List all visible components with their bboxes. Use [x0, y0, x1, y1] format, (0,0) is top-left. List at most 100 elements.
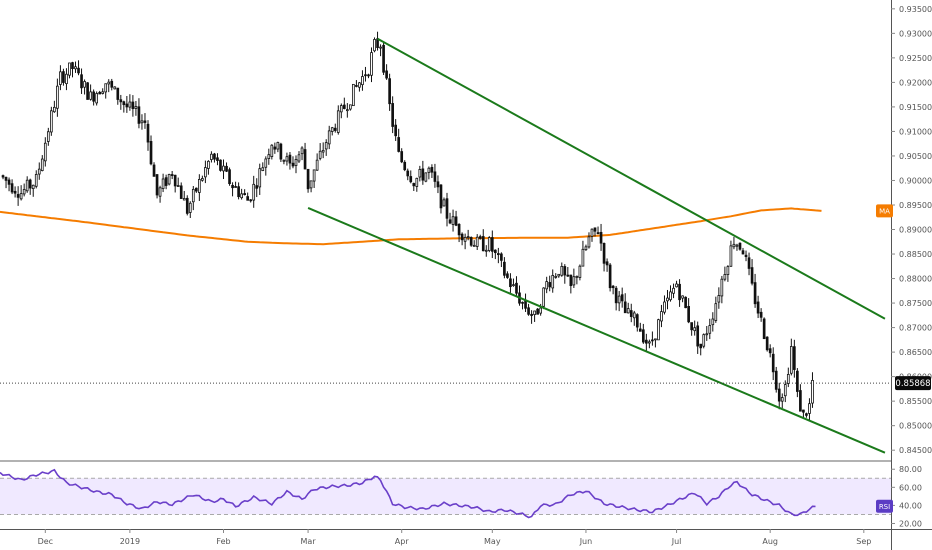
candle[interactable]: [140, 114, 144, 130]
candle[interactable]: [811, 372, 814, 408]
candle[interactable]: [720, 275, 724, 304]
candle[interactable]: [185, 195, 189, 216]
candle[interactable]: [403, 160, 407, 172]
candle[interactable]: [86, 82, 89, 100]
candle[interactable]: [460, 232, 464, 246]
candle[interactable]: [4, 176, 8, 189]
candle[interactable]: [46, 127, 50, 146]
candle[interactable]: [315, 153, 319, 171]
candle[interactable]: [210, 151, 213, 163]
candle[interactable]: [137, 98, 141, 129]
candle[interactable]: [542, 287, 545, 310]
candle[interactable]: [207, 160, 210, 175]
candle[interactable]: [780, 393, 784, 408]
candle[interactable]: [684, 296, 687, 309]
candle[interactable]: [155, 174, 159, 199]
candle[interactable]: [777, 382, 781, 410]
candle[interactable]: [59, 65, 62, 91]
candle[interactable]: [705, 325, 709, 341]
candle[interactable]: [696, 321, 700, 354]
candle[interactable]: [74, 61, 77, 73]
candle[interactable]: [379, 44, 382, 57]
candle[interactable]: [651, 331, 654, 346]
candle[interactable]: [116, 87, 120, 105]
candle[interactable]: [771, 347, 775, 381]
candle[interactable]: [442, 197, 446, 207]
candle[interactable]: [231, 182, 234, 197]
candle[interactable]: [726, 265, 730, 282]
candle[interactable]: [201, 175, 204, 182]
candle[interactable]: [527, 303, 530, 316]
candle[interactable]: [445, 192, 449, 227]
candle[interactable]: [808, 398, 811, 421]
candle[interactable]: [448, 212, 452, 225]
candle[interactable]: [587, 232, 591, 249]
candle[interactable]: [300, 146, 304, 161]
candle[interactable]: [324, 139, 328, 156]
candle[interactable]: [783, 380, 787, 403]
candle[interactable]: [430, 164, 434, 178]
candle[interactable]: [427, 166, 431, 180]
candle[interactable]: [25, 176, 29, 193]
candle[interactable]: [213, 152, 216, 163]
candlesticks[interactable]: [1, 31, 814, 421]
candle[interactable]: [149, 135, 153, 166]
candle[interactable]: [352, 83, 355, 107]
candle[interactable]: [521, 301, 524, 310]
candle[interactable]: [626, 302, 630, 314]
candle[interactable]: [330, 126, 334, 136]
candle[interactable]: [182, 190, 186, 201]
candle[interactable]: [367, 73, 370, 79]
candle[interactable]: [669, 285, 672, 302]
candle[interactable]: [240, 188, 243, 200]
candle[interactable]: [675, 280, 678, 288]
candle[interactable]: [415, 177, 419, 192]
candle[interactable]: [654, 338, 657, 348]
candle[interactable]: [451, 209, 455, 232]
candle[interactable]: [560, 262, 564, 277]
candle[interactable]: [660, 304, 663, 328]
candle[interactable]: [533, 310, 536, 322]
candle[interactable]: [672, 283, 675, 299]
candle[interactable]: [122, 100, 126, 113]
candle[interactable]: [40, 155, 44, 172]
candle[interactable]: [569, 274, 573, 294]
candle[interactable]: [493, 249, 497, 260]
candle[interactable]: [406, 168, 410, 181]
candle[interactable]: [572, 268, 576, 289]
candle[interactable]: [164, 174, 168, 190]
candle[interactable]: [222, 159, 225, 180]
candle[interactable]: [648, 339, 651, 349]
candle[interactable]: [119, 94, 123, 110]
candle[interactable]: [388, 73, 391, 111]
candle[interactable]: [563, 264, 567, 284]
candle[interactable]: [424, 172, 428, 183]
candle[interactable]: [318, 143, 322, 161]
candle[interactable]: [255, 178, 259, 198]
candle[interactable]: [418, 165, 422, 182]
candle[interactable]: [394, 119, 398, 141]
candle[interactable]: [194, 187, 198, 193]
candle[interactable]: [101, 88, 105, 95]
candle[interactable]: [738, 242, 742, 251]
candle[interactable]: [355, 80, 358, 88]
candle[interactable]: [146, 120, 150, 151]
candle[interactable]: [276, 141, 280, 153]
candle[interactable]: [83, 79, 86, 95]
candle[interactable]: [545, 276, 549, 294]
candle[interactable]: [98, 90, 102, 95]
candle[interactable]: [693, 320, 697, 336]
candle[interactable]: [433, 163, 437, 188]
candle[interactable]: [161, 173, 165, 193]
candle[interactable]: [288, 152, 292, 170]
candle[interactable]: [663, 295, 666, 315]
candle[interactable]: [285, 152, 289, 166]
candle[interactable]: [666, 289, 669, 310]
candle[interactable]: [291, 156, 295, 169]
candle[interactable]: [62, 68, 65, 86]
candle[interactable]: [796, 368, 799, 398]
candle[interactable]: [397, 128, 401, 153]
candle[interactable]: [744, 250, 748, 262]
candle[interactable]: [475, 234, 479, 250]
candle[interactable]: [614, 285, 618, 311]
